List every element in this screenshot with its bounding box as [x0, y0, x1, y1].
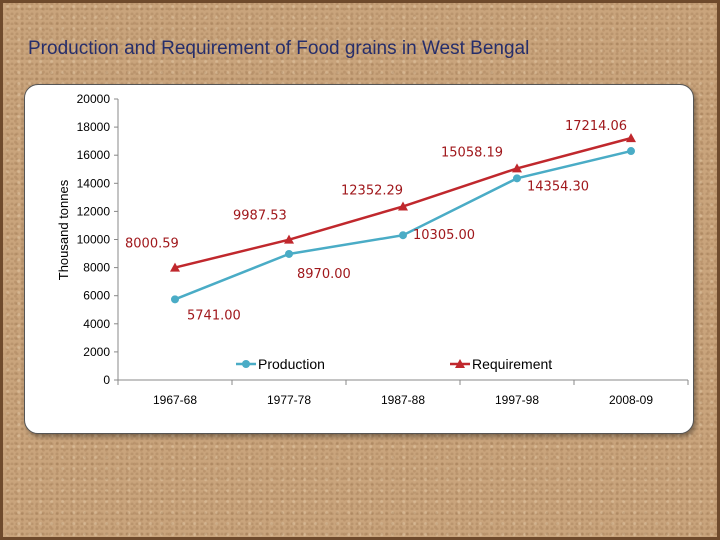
legend-label: Requirement	[472, 356, 552, 372]
legend-label: Production	[258, 356, 325, 372]
legend-marker	[242, 360, 250, 368]
data-label-production: 14354.30	[527, 179, 589, 194]
x-tick-label: 1987-88	[381, 393, 425, 407]
data-label-requirement: 9987.53	[233, 209, 287, 224]
data-label-production: 5741.00	[187, 308, 241, 323]
data-label-production: 10305.00	[413, 228, 475, 243]
y-tick-label: 8000	[83, 261, 110, 275]
y-tick-label: 0	[103, 373, 110, 387]
y-tick-label: 2000	[83, 345, 110, 359]
point-requirement	[626, 133, 636, 143]
series-layer	[170, 133, 636, 304]
point-requirement	[512, 163, 522, 173]
y-axis-title: Thousand tonnes	[56, 179, 71, 280]
y-tick-label: 12000	[77, 204, 111, 218]
y-tick-label: 16000	[77, 148, 111, 162]
data-labels: 5741.008970.0010305.0014354.3016296.7980…	[125, 119, 627, 323]
x-axis: 1967-68 1977-78 1987-88 1997-98 2008-09	[117, 379, 689, 407]
y-tick-label: 4000	[83, 317, 110, 331]
point-requirement	[398, 201, 408, 211]
point-production	[627, 147, 635, 156]
y-tick-label: 18000	[77, 120, 111, 134]
x-tick-label: 1997-98	[495, 393, 539, 407]
legend: Production Requirement	[236, 356, 552, 372]
data-label-requirement: 17214.06	[565, 119, 627, 134]
x-tick-label: 2008-09	[609, 393, 653, 407]
data-label-requirement: 12352.29	[341, 183, 403, 198]
point-production	[285, 249, 293, 258]
y-tick-label: 6000	[83, 289, 110, 303]
point-production	[399, 231, 407, 240]
legend-marker	[455, 359, 465, 368]
x-tick-label: 1977-78	[267, 393, 311, 407]
point-production	[171, 295, 179, 304]
data-label-requirement: 15058.19	[441, 145, 503, 160]
y-tick-label: 20000	[77, 92, 111, 106]
series-line-production	[174, 149, 632, 301]
y-tick-label: 10000	[77, 233, 111, 247]
point-requirement	[170, 262, 180, 272]
x-tick-label: 1967-68	[153, 393, 197, 407]
slide-title: Production and Requirement of Food grain…	[28, 38, 530, 59]
y-tick-label: 14000	[77, 176, 111, 190]
y-axis: 0 2000 4000 6000 8000 10000 12000 14000 16000 180…	[77, 92, 119, 387]
chart-panel	[24, 84, 694, 434]
point-requirement	[284, 234, 294, 244]
data-label-production: 8970.00	[297, 267, 351, 282]
point-production	[513, 174, 521, 183]
data-label-requirement: 8000.59	[125, 237, 179, 252]
